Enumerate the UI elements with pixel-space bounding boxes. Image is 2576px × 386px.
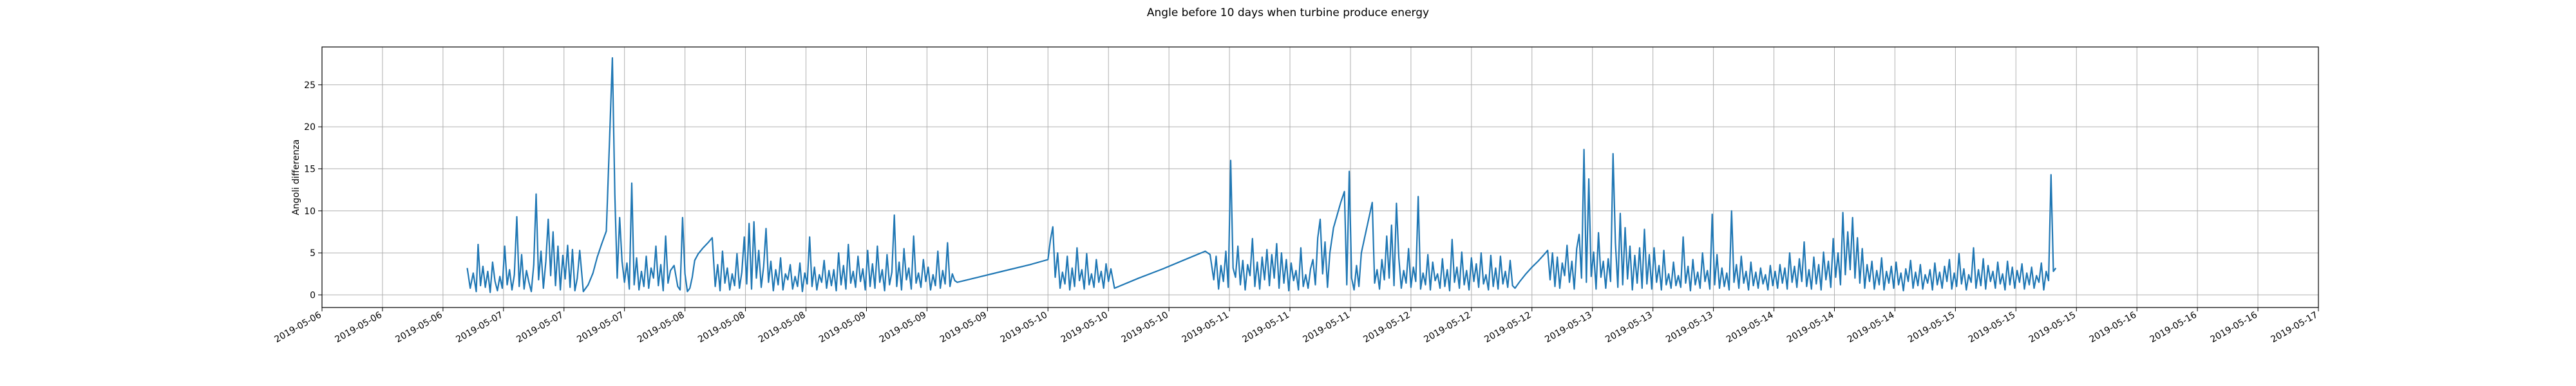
x-tick-label: 2019-05-10 (999, 310, 1049, 345)
x-tick-label: 2019-05-15 (1967, 310, 2017, 345)
x-tick-label: 2019-05-16 (2209, 310, 2260, 345)
x-tick-label: 2019-05-11 (1241, 310, 1291, 345)
x-tick-label: 2019-05-06 (273, 310, 324, 345)
x-tick-label: 2019-05-07 (454, 310, 504, 345)
x-tick-label: 2019-05-11 (1301, 310, 1351, 345)
x-tick-label: 2019-05-12 (1361, 310, 1412, 345)
x-tick-label: 2019-05-06 (333, 310, 384, 345)
y-tick-label: 0 (310, 290, 316, 300)
y-tick-label: 5 (310, 248, 316, 259)
chart-title: Angle before 10 days when turbine produc… (1147, 6, 1429, 19)
x-tick-label: 2019-05-16 (2148, 310, 2199, 345)
x-tick-label: 2019-05-08 (696, 310, 746, 345)
x-tick-label: 2019-05-10 (1120, 310, 1170, 345)
y-tick-label: 15 (304, 164, 316, 174)
x-tick-label: 2019-05-12 (1482, 310, 1533, 345)
x-tick-label: 2019-05-15 (1906, 310, 1956, 345)
x-tick-label: 2019-05-09 (878, 310, 928, 345)
x-tick-label: 2019-05-14 (1725, 310, 1776, 345)
x-tick-label: 2019-05-15 (2027, 310, 2078, 345)
x-tick-label: 2019-05-13 (1543, 310, 1593, 345)
x-tick-label: 2019-05-11 (1180, 310, 1231, 345)
y-tick-label: 25 (304, 80, 316, 91)
x-tick-label: 2019-05-07 (515, 310, 565, 345)
x-tick-label: 2019-05-09 (817, 310, 867, 345)
y-axis-label: Angoli differenza (291, 139, 301, 215)
x-tick-label: 2019-05-08 (757, 310, 807, 345)
x-tick-label: 2019-05-12 (1422, 310, 1472, 345)
x-tick-label: 2019-05-10 (1059, 310, 1110, 345)
y-tick-label: 10 (304, 207, 316, 217)
plot-area-frame (321, 46, 2319, 308)
grid-lines (322, 47, 2318, 308)
x-tick-label: 2019-05-14 (1846, 310, 1897, 345)
y-axis-ticks: 0 5 10 15 20 25 (304, 80, 322, 300)
x-tick-label: 2019-05-14 (1785, 310, 1836, 345)
x-tick-label: 2019-05-17 (2269, 310, 2320, 345)
x-axis-ticks: 2019-05-06 2019-05-06 2019-05-06 2019-05-07… (273, 308, 2320, 345)
x-tick-label: 2019-05-07 (575, 310, 625, 345)
x-tick-label: 2019-05-13 (1664, 310, 1714, 345)
series-line (466, 57, 2057, 293)
x-tick-label: 2019-05-08 (636, 310, 686, 345)
x-tick-label: 2019-05-16 (2088, 310, 2139, 345)
x-tick-label: 2019-05-13 (1604, 310, 1654, 345)
x-tick-label: 2019-05-06 (393, 310, 444, 345)
x-tick-label: 2019-05-09 (938, 310, 989, 345)
y-tick-label: 20 (304, 122, 316, 133)
